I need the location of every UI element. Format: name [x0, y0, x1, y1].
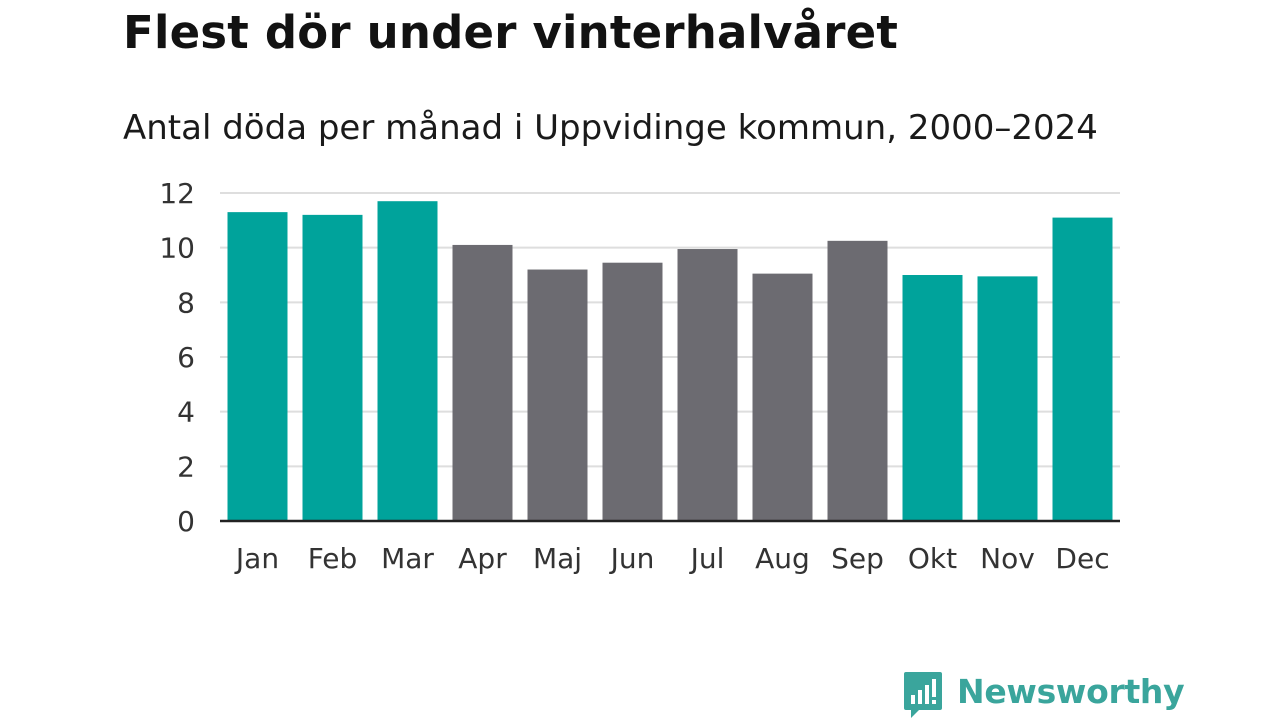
- bar-maj: [527, 269, 588, 521]
- y-tick-label: 8: [177, 286, 195, 319]
- chart-subtitle: Antal döda per månad i Uppvidinge kommun…: [123, 108, 1098, 148]
- chart-title: Flest dör under vinterhalvåret: [123, 6, 899, 59]
- y-axis-ticks: 0 2 4 6 8 10 12: [159, 177, 195, 538]
- x-tick-label: Dec: [1055, 542, 1109, 575]
- brand-name: Newsworthy: [957, 672, 1185, 711]
- x-axis-labels: Jan Feb Mar Apr Maj Jun Jul Aug Sep Okt Nov Dec: [234, 542, 1110, 575]
- x-tick-label: Jun: [609, 542, 655, 575]
- bar-jun: [602, 262, 663, 521]
- x-tick-label: Nov: [980, 542, 1035, 575]
- x-tick-label: Jan: [234, 542, 279, 575]
- x-tick-label: Maj: [533, 542, 582, 575]
- y-tick-label: 2: [177, 450, 195, 483]
- x-tick-label: Feb: [308, 542, 358, 575]
- y-tick-label: 6: [177, 341, 195, 374]
- bar-sep: [827, 240, 888, 522]
- gridlines: [220, 192, 1120, 468]
- bar-aug: [752, 273, 813, 521]
- y-tick-label: 10: [159, 232, 195, 265]
- y-tick-label: 12: [159, 177, 195, 210]
- x-tick-label: Sep: [831, 542, 884, 575]
- x-tick-label: Jul: [689, 542, 725, 575]
- x-tick-label: Okt: [908, 542, 957, 575]
- bar-jul: [677, 249, 738, 522]
- bar-okt: [902, 275, 963, 521]
- y-tick-label: 0: [177, 505, 195, 538]
- bar-apr: [452, 244, 513, 521]
- y-tick-label: 4: [177, 396, 195, 429]
- bar-mar: [377, 201, 438, 521]
- bar-jan: [227, 212, 288, 521]
- x-tick-label: Aug: [755, 542, 810, 575]
- brand-logo: Newsworthy: [903, 671, 1185, 719]
- bar-dec: [1052, 217, 1113, 521]
- x-tick-label: Mar: [381, 542, 434, 575]
- bar-feb: [302, 214, 363, 521]
- newsworthy-chart-bubble-icon: [904, 672, 942, 718]
- bars: [227, 201, 1113, 522]
- x-tick-label: Apr: [458, 542, 507, 575]
- bar-nov: [977, 276, 1038, 521]
